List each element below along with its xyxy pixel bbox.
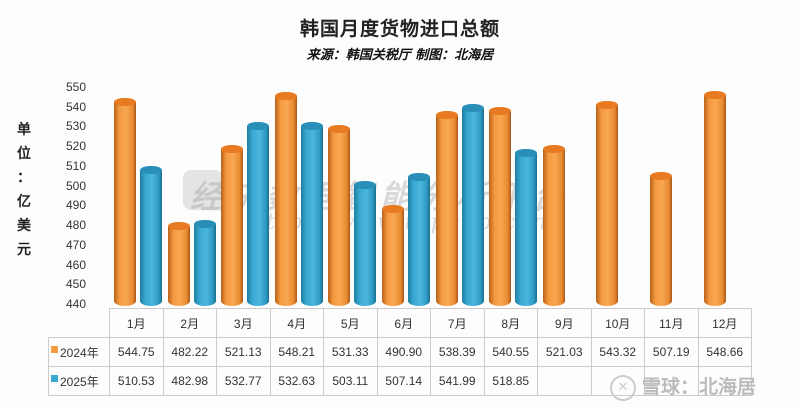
table-cell: 548.66 <box>697 337 752 367</box>
table-cell: 507.19 <box>644 337 699 367</box>
table-cell: 538.39 <box>430 337 485 367</box>
bar-2025年-8月 <box>515 149 538 306</box>
y-tick-label: 460 <box>66 257 87 272</box>
y-tick-label: 440 <box>66 297 87 311</box>
y-axis-label-char: 单 <box>17 122 31 138</box>
table-cell: 518.85 <box>483 366 538 396</box>
bar-2024年-4月 <box>274 91 297 306</box>
table-header-cell: 12月 <box>697 308 752 338</box>
table-cell <box>537 366 592 396</box>
chart-subtitle: 来源：韩国关税厅 制图：北海居 <box>306 48 494 63</box>
bar-2024年-3月 <box>221 144 244 306</box>
table-cell: 521.13 <box>216 337 271 367</box>
bar-2025年-7月 <box>461 103 484 306</box>
table-header-cell: 11月 <box>644 308 699 338</box>
table-corner <box>48 308 110 338</box>
table-cell: 541.99 <box>430 366 485 396</box>
bar-2025年-1月 <box>140 165 162 306</box>
y-tick-label: 530 <box>66 119 87 134</box>
bar-2024年-2月 <box>167 221 190 306</box>
table-cell: 544.75 <box>109 337 164 367</box>
y-axis-label-char: 美 <box>17 218 31 234</box>
table-cell: 532.77 <box>216 366 271 396</box>
bar-2024年-1月 <box>114 98 136 306</box>
footer-attribution: ✕ 雪球：北海居 <box>610 372 756 401</box>
table-cell: 503.11 <box>323 366 378 396</box>
legend-2024: 2024年 <box>48 337 110 367</box>
table-header-cell: 2月 <box>162 308 217 338</box>
y-tick-label: 500 <box>66 178 87 193</box>
bar-2025年-3月 <box>247 122 270 306</box>
plot-area <box>108 80 748 306</box>
legend-label: 2025年 <box>60 374 99 389</box>
table-cell: 540.55 <box>483 337 538 367</box>
table-header-cell: 4月 <box>269 308 324 338</box>
y-tick-label: 450 <box>66 277 87 292</box>
table-cell: 521.03 <box>537 337 592 367</box>
y-tick-label: 510 <box>66 158 87 173</box>
table-cell: 510.53 <box>109 366 164 396</box>
bar-2025年-6月 <box>408 172 430 306</box>
table-header-cell: 8月 <box>483 308 538 338</box>
table-header-cell: 10月 <box>590 308 645 338</box>
y-tick-label: 540 <box>66 99 87 114</box>
y-tick-label: 470 <box>66 237 87 252</box>
table-cell: 543.32 <box>590 337 645 367</box>
table-header-row: 1月 2月 3月 4月 5月 6月 7月 8月 9月 10月 11月 12月 <box>48 308 752 338</box>
y-axis-label: 单 位 ： 亿 美 元 <box>14 118 34 262</box>
table-cell <box>697 366 752 396</box>
table-cell: 482.98 <box>162 366 217 396</box>
y-axis-label-char: 位 <box>17 146 31 162</box>
bar-2025年-5月 <box>354 180 377 306</box>
legend-swatch-2025-icon <box>51 374 58 382</box>
legend-swatch-2024-icon <box>51 345 58 353</box>
y-axis-label-char: 元 <box>17 242 31 258</box>
table-cell: 490.90 <box>376 337 431 367</box>
table-cell <box>644 366 699 396</box>
table-row: 2024年 544.75 482.22 521.13 548.21 531.33 490.… <box>48 337 752 367</box>
table-header-cell: 5月 <box>323 308 378 338</box>
table-header-cell: 9月 <box>537 308 592 338</box>
bar-2024年-8月 <box>489 106 512 306</box>
table-header-cell: 3月 <box>216 308 271 338</box>
table-cell: 507.14 <box>376 366 431 396</box>
y-axis-label-char: ： <box>17 170 31 186</box>
bar-2025年-2月 <box>193 220 216 306</box>
bar-2024年-7月 <box>435 110 458 306</box>
table-row: 2025年 510.53 482.98 532.77 532.63 503.11 507.… <box>48 366 752 396</box>
table-cell: 482.22 <box>162 337 217 367</box>
bar-2024年-5月 <box>328 124 351 306</box>
y-tick-label: 490 <box>66 198 87 213</box>
table-header-cell: 7月 <box>430 308 485 338</box>
bar-2024年-10月 <box>596 101 619 306</box>
bar-2024年-6月 <box>382 204 404 306</box>
table-cell: 548.21 <box>269 337 324 367</box>
xueqiu-logo-icon: ✕ <box>610 374 636 401</box>
chart-title: 韩国月度货物进口总额 <box>299 18 500 40</box>
bar-2024年-9月 <box>542 145 565 306</box>
bar-2024年-11月 <box>650 172 672 306</box>
y-axis-label-char: 亿 <box>17 194 31 210</box>
y-tick-label: 480 <box>66 218 87 233</box>
table-cell: 531.33 <box>323 337 378 367</box>
data-table: 1月 2月 3月 4月 5月 6月 7月 8月 9月 10月 11月 12月 2024年 544.75… <box>48 308 752 396</box>
bar-2025年-4月 <box>300 122 323 306</box>
y-tick-label: 550 <box>66 80 87 94</box>
table-header-cell: 1月 <box>109 308 164 338</box>
table-header-cell: 6月 <box>376 308 431 338</box>
y-tick-label: 520 <box>66 139 87 154</box>
legend-label: 2024年 <box>60 345 99 360</box>
table-cell: 532.63 <box>269 366 324 396</box>
watermark-logo-icon <box>183 170 223 210</box>
footer-text: 雪球：北海居 <box>642 376 757 398</box>
legend-2025: 2025年 <box>48 366 110 396</box>
bar-2024年-12月 <box>703 90 726 306</box>
